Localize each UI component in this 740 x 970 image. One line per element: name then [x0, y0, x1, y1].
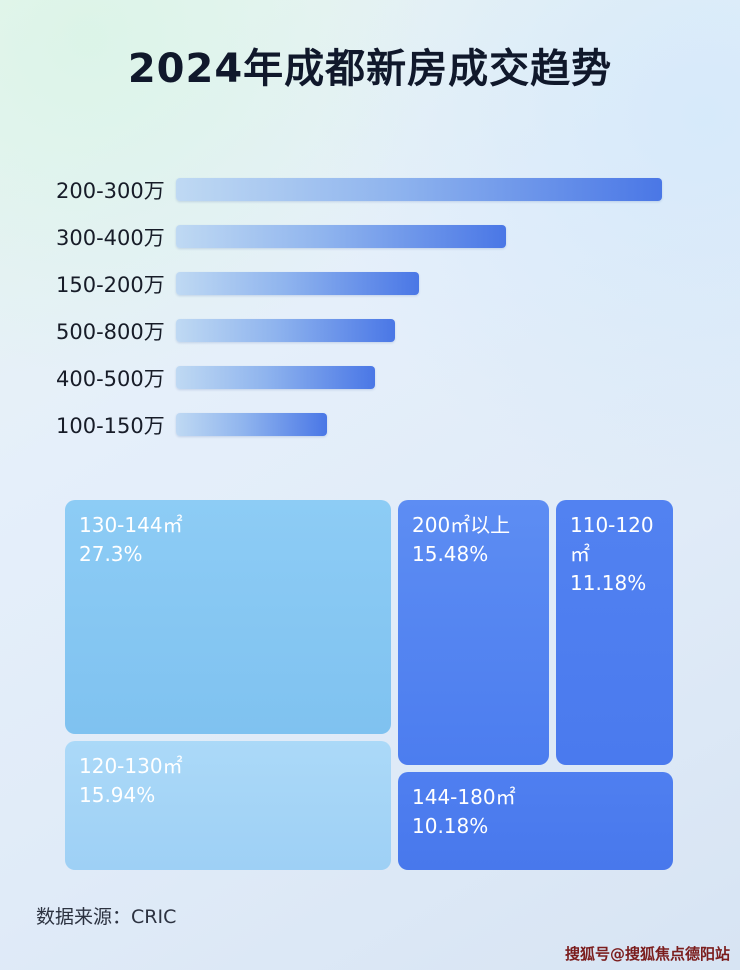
- bar-track: [176, 319, 662, 342]
- treemap-percent: 15.48%: [412, 542, 489, 566]
- bar-row: 200-300万: [56, 166, 740, 213]
- bar-track: [176, 272, 662, 295]
- bar: [176, 413, 327, 436]
- bar-row: 300-400万: [56, 213, 740, 260]
- treemap-percent: 27.3%: [79, 542, 143, 566]
- bar-category-label: 500-800万: [56, 319, 165, 344]
- bar-row: 500-800万: [56, 307, 740, 354]
- treemap-label: 110-120㎡: [570, 513, 654, 566]
- bar-track: [176, 225, 662, 248]
- treemap-block-110-120: 110-120㎡ 11.18%: [556, 500, 673, 765]
- bar-track: [176, 366, 662, 389]
- bar-category-label: 100-150万: [56, 413, 165, 438]
- treemap-block-120-130: 120-130㎡ 15.94%: [65, 741, 391, 870]
- bar-row: 100-150万: [56, 401, 740, 448]
- data-source-label: 数据来源：CRIC: [36, 906, 177, 928]
- treemap-block-200-plus: 200㎡以上 15.48%: [398, 500, 549, 765]
- bar-chart: 200-300万 300-400万 150-200万 500-800万 400-: [0, 166, 740, 448]
- treemap-percent: 10.18%: [412, 814, 489, 838]
- treemap-label: 200㎡以上: [412, 513, 511, 537]
- treemap-block-130-144: 130-144㎡ 27.3%: [65, 500, 391, 734]
- treemap-right-column: 200㎡以上 15.48% 110-120㎡ 11.18% 144-180㎡ 1…: [398, 500, 673, 870]
- bar-category-label: 400-500万: [56, 366, 165, 391]
- page-title: 2024年成都新房成交趋势: [127, 46, 613, 92]
- treemap-percent: 15.94%: [79, 783, 156, 807]
- bar-track: [176, 413, 662, 436]
- treemap-label: 144-180㎡: [412, 785, 516, 809]
- treemap-label: 120-130㎡: [79, 754, 183, 778]
- publisher-watermark: 搜狐号@搜狐焦点德阳站: [564, 945, 730, 963]
- bar: [176, 225, 507, 248]
- treemap-percent: 11.18%: [570, 571, 647, 595]
- bar-category-label: 150-200万: [56, 272, 165, 297]
- bar-track: [176, 178, 662, 201]
- treemap-left-column: 130-144㎡ 27.3% 120-130㎡ 15.94%: [65, 500, 391, 870]
- bar: [176, 178, 662, 201]
- bar-row: 400-500万: [56, 354, 740, 401]
- bar-row: 150-200万: [56, 260, 740, 307]
- bar-category-label: 200-300万: [56, 178, 165, 203]
- treemap-block-144-180: 144-180㎡ 10.18%: [398, 772, 673, 870]
- bar: [176, 366, 376, 389]
- treemap-top-row: 200㎡以上 15.48% 110-120㎡ 11.18%: [398, 500, 673, 765]
- bar: [176, 272, 419, 295]
- bar: [176, 319, 395, 342]
- bar-category-label: 300-400万: [56, 225, 165, 250]
- treemap-chart: 130-144㎡ 27.3% 120-130㎡ 15.94% 200㎡以上 15…: [65, 500, 673, 870]
- treemap-label: 130-144㎡: [79, 513, 183, 537]
